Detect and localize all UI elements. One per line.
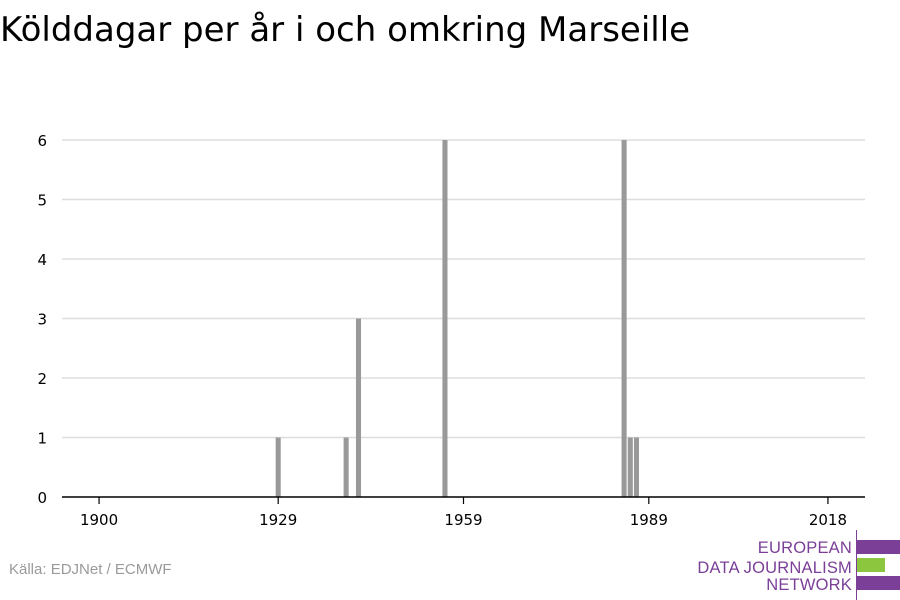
y-tick-label-6: 6	[37, 132, 47, 150]
x-tick-label-1900: 1900	[80, 511, 118, 529]
bar-1986	[627, 437, 633, 497]
x-tick-label-1929: 1929	[259, 511, 297, 529]
bar-1987	[633, 437, 639, 497]
bar-1940	[343, 437, 349, 497]
x-axis-ticks: 1900 1929 1959 1989 2018	[80, 497, 847, 529]
y-axis-ticks: 0 1 2 3 4 5 6	[37, 132, 47, 507]
edjnet-logo: EUROPEAN DATA JOURNALISM NETWORK	[697, 530, 900, 600]
y-tick-label-2: 2	[37, 370, 47, 388]
y-tick-label-3: 3	[37, 311, 47, 329]
x-tick-label-1959: 1959	[444, 511, 482, 529]
y-tick-label-0: 0	[37, 489, 47, 507]
gridlines	[62, 139, 865, 439]
bar-1985	[621, 140, 627, 497]
logo-bar-bottom	[857, 576, 900, 590]
logo-divider	[856, 530, 857, 600]
bar-1956	[442, 140, 448, 497]
x-tick-label-2018: 2018	[809, 511, 847, 529]
logo-line-2: DATA JOURNALISM	[697, 559, 852, 577]
x-tick-label-1989: 1989	[630, 511, 668, 529]
logo-bar-top	[857, 540, 900, 554]
y-tick-label-5: 5	[37, 192, 47, 210]
y-tick-label-1: 1	[37, 430, 47, 448]
bars	[275, 140, 639, 497]
logo-line-1: EUROPEAN	[757, 539, 852, 557]
bar-1929	[275, 437, 281, 497]
chart-title: Kölddagar per år i och omkring Marseille	[0, 10, 691, 50]
logo-bar-middle	[857, 558, 885, 572]
logo-line-3: NETWORK	[766, 576, 852, 594]
bar-1942	[355, 318, 362, 497]
y-tick-label-4: 4	[37, 251, 47, 269]
source-note: Källa: EDJNet / ECMWF	[9, 561, 172, 578]
